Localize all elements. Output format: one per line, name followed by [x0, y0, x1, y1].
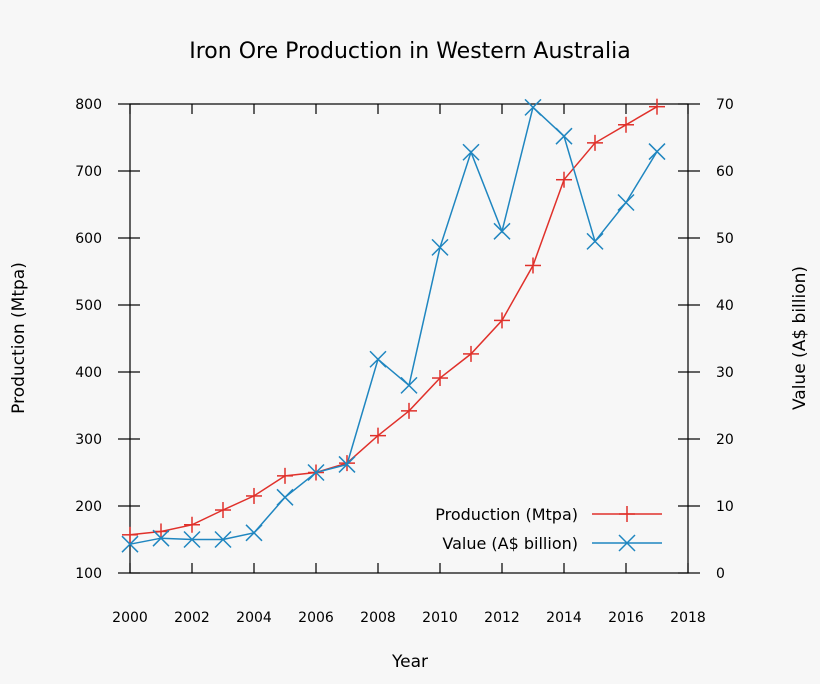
value-point [214, 530, 232, 549]
value-point [152, 529, 170, 547]
y-left-tick-label: 800 [75, 97, 102, 113]
value-point [276, 488, 294, 506]
production-point [463, 345, 479, 362]
y-left-tick-label: 100 [75, 566, 102, 582]
x-tick-label: 2006 [298, 610, 334, 626]
y-left-tick-label: 500 [75, 298, 102, 314]
value-point [369, 350, 387, 368]
y-left-tick-label: 600 [75, 231, 102, 247]
production-point [432, 370, 448, 387]
series-line-value [129, 105, 658, 545]
x-tick-label: 2002 [174, 610, 210, 626]
value-point [617, 193, 635, 212]
y-axis-left-title: Production (Mtpa) [9, 262, 29, 414]
series-line-production [129, 106, 658, 536]
x-tick-label: 2016 [608, 610, 644, 626]
legend-label-production: Production (Mtpa) [435, 505, 578, 524]
value-point [493, 222, 511, 240]
value-point [431, 238, 449, 256]
x-axis: 2000 2002 2004 2006 2008 2010 2012 2014 2016 2018 [112, 104, 706, 626]
value-point [307, 463, 325, 482]
value-point [245, 524, 263, 542]
value-point [648, 143, 666, 161]
y-right-tick-label: 20 [716, 432, 734, 448]
production-point [370, 427, 386, 444]
y-axis-left: 100 200 300 400 500 600 700 800 [75, 97, 140, 582]
y-axis-right-title: Value (A$ billion) [790, 266, 810, 410]
x-tick-label: 2000 [112, 610, 148, 626]
value-point [555, 127, 573, 145]
chart-title: Iron Ore Production in Western Australia [189, 39, 630, 64]
production-point [153, 523, 169, 540]
production-point [184, 516, 200, 533]
x-tick-label: 2010 [422, 610, 458, 626]
production-point [246, 487, 262, 504]
value-point [338, 455, 356, 473]
y-left-tick-label: 200 [75, 499, 102, 515]
y-right-tick-label: 30 [716, 365, 734, 381]
y-axis-right: 0 10 20 30 40 50 60 70 [678, 97, 734, 582]
production-point [525, 257, 541, 274]
legend-label-value: Value (A$ billion) [442, 534, 578, 553]
production-point [401, 402, 417, 419]
legend-marker-production [619, 506, 635, 522]
x-tick-label: 2012 [484, 610, 520, 626]
value-point [524, 98, 542, 116]
y-right-tick-label: 70 [716, 97, 734, 113]
x-axis-title: Year [391, 652, 428, 672]
x-tick-label: 2008 [360, 610, 396, 626]
value-point [183, 530, 201, 549]
production-point [215, 502, 231, 519]
y-right-tick-label: 60 [716, 164, 734, 180]
x-tick-label: 2004 [236, 610, 272, 626]
value-point [586, 232, 604, 250]
production-point [494, 312, 510, 329]
legend: Production (Mtpa) Value (A$ billion) [435, 505, 662, 553]
y-right-tick-label: 40 [716, 298, 734, 314]
value-point [121, 535, 139, 553]
y-left-tick-label: 300 [75, 432, 102, 448]
production-point [122, 526, 138, 543]
plot-frame [129, 103, 689, 574]
production-point [649, 98, 665, 115]
legend-marker-value [618, 534, 636, 552]
x-tick-label: 2018 [670, 610, 706, 626]
y-left-tick-label: 400 [75, 365, 102, 381]
x-tick-label: 2014 [546, 610, 582, 626]
production-point [277, 467, 293, 484]
y-right-tick-label: 0 [716, 566, 725, 582]
y-left-tick-label: 700 [75, 164, 102, 180]
value-point [462, 143, 480, 161]
value-point [400, 376, 418, 394]
production-point [556, 171, 572, 188]
y-right-tick-label: 10 [716, 499, 734, 515]
production-point [618, 116, 634, 133]
series-layer [121, 98, 666, 553]
production-point [587, 134, 603, 151]
y-right-tick-label: 50 [716, 231, 734, 247]
